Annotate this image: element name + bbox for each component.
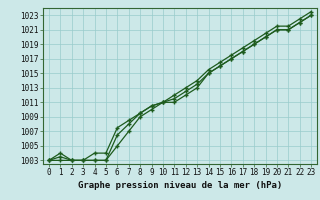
- X-axis label: Graphe pression niveau de la mer (hPa): Graphe pression niveau de la mer (hPa): [78, 181, 282, 190]
